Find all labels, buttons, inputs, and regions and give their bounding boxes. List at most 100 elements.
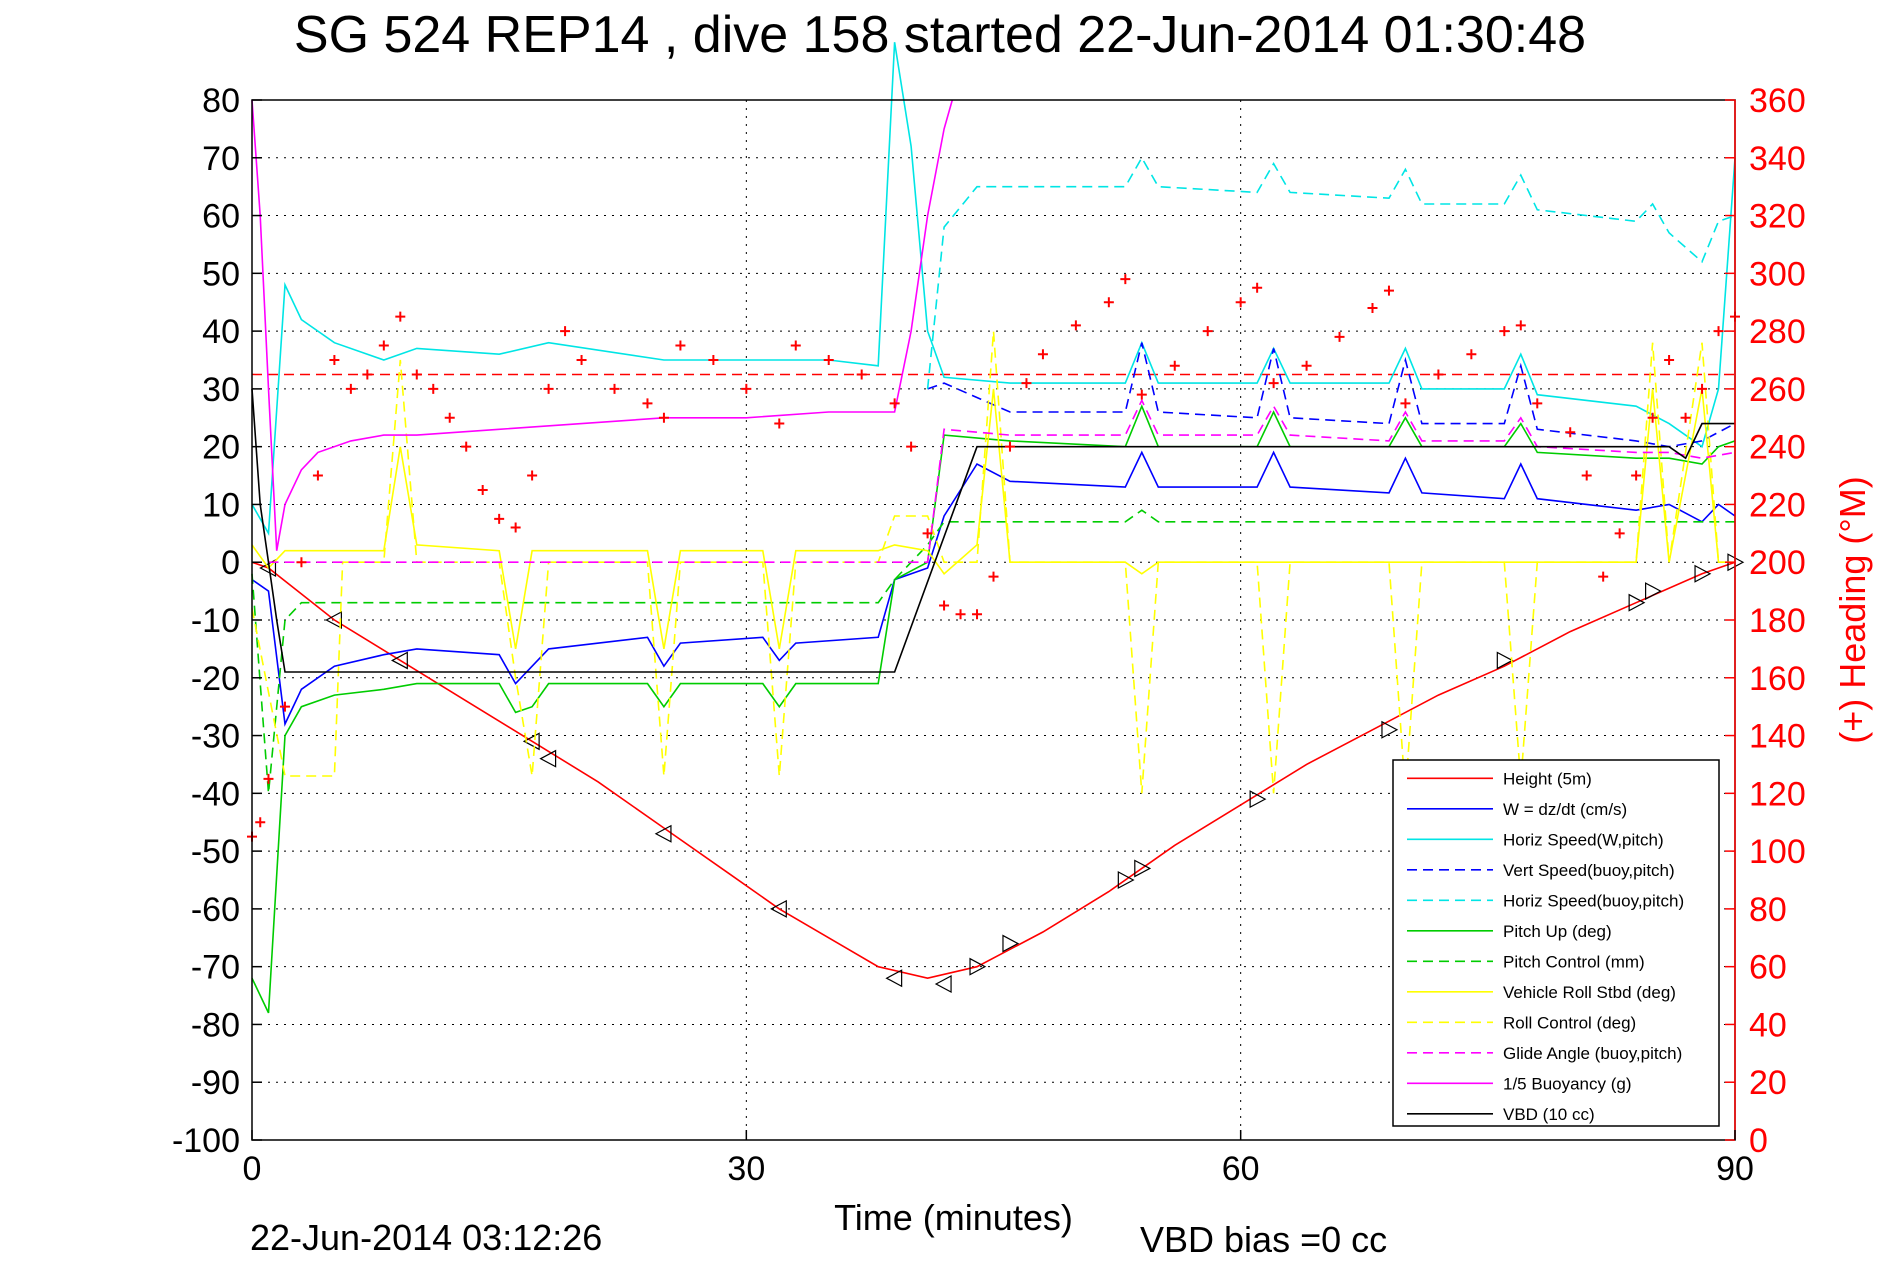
heading-marker (1433, 369, 1444, 380)
y-tick-label: 40 (202, 313, 240, 351)
y-right-tick-label: 160 (1749, 660, 1806, 698)
legend-entry: Horiz Speed(buoy,pitch) (1503, 891, 1684, 910)
series-line-11 (251, 388, 1735, 673)
heading-marker (543, 383, 554, 394)
heading-marker (428, 383, 439, 394)
legend-entry: Glide Angle (buoy,pitch) (1503, 1044, 1682, 1063)
heading-marker (1664, 355, 1675, 365)
y-tick-label: 10 (202, 486, 240, 524)
heading-marker (329, 355, 340, 365)
y-tick-label: -50 (191, 833, 240, 871)
heading-marker (1268, 378, 1279, 389)
heading-marker (1367, 303, 1378, 313)
heading-marker (1169, 360, 1180, 371)
heading-marker (477, 485, 488, 495)
height-marker (1117, 871, 1135, 889)
heading-marker (1581, 470, 1592, 481)
series-line-4 (926, 156, 1736, 389)
heading-marker (312, 470, 323, 481)
height-marker (969, 957, 987, 976)
heading-marker (1532, 398, 1543, 409)
heading-marker (362, 369, 373, 380)
height-marker (1381, 720, 1399, 739)
y-right-tick-label: 220 (1749, 486, 1806, 524)
heading-marker (790, 340, 801, 351)
heading-marker (1400, 398, 1411, 409)
series-line-3 (927, 342, 1736, 448)
height-marker (1694, 564, 1712, 583)
heading-marker (708, 355, 719, 365)
heading-marker (823, 355, 834, 365)
height-marker (934, 975, 952, 993)
heading-marker (1466, 349, 1477, 360)
heading-marker (527, 470, 538, 481)
y-tick-label: -10 (191, 602, 240, 640)
heading-marker (444, 412, 455, 423)
height-marker (1628, 593, 1646, 612)
heading-marker (263, 773, 274, 784)
y-right-tick-label: 20 (1749, 1064, 1787, 1102)
legend-entry: W = dz/dt (cm/s) (1503, 800, 1627, 819)
series-line-1 (251, 450, 1736, 727)
heading-marker (1037, 349, 1048, 360)
legend-entry: Roll Control (deg) (1503, 1013, 1636, 1032)
heading-marker (411, 369, 422, 380)
legend-entry: Vert Speed(buoy,pitch) (1503, 861, 1675, 880)
y-right-tick-label: 60 (1749, 949, 1787, 987)
y-right-tick-label: 240 (1749, 429, 1806, 467)
heading-marker (922, 528, 933, 539)
y-right-tick-label: 200 (1749, 544, 1806, 582)
legend-entry: Vehicle Roll Stbd (deg) (1503, 983, 1676, 1002)
heading-marker (345, 383, 356, 394)
heading-marker (1235, 297, 1246, 308)
y-right-tick-label: 360 (1749, 82, 1806, 120)
legend: Height (5m) W = dz/dt (cm/s) Horiz Speed(W… (1392, 759, 1720, 1127)
heading-marker (972, 609, 983, 620)
y-right-tick-label: 280 (1749, 313, 1806, 351)
height-marker (522, 732, 540, 751)
series-line-6 (251, 509, 1735, 794)
y-right-axis-label: (+) Heading (°M) (1832, 476, 1873, 743)
footer-timestamp: 22-Jun-2014 03:12:26 (250, 1217, 602, 1258)
y-tick-label: 20 (202, 429, 240, 467)
height-marker (325, 611, 342, 629)
legend-box (1392, 759, 1720, 1127)
x-tick-label: 30 (727, 1150, 765, 1188)
heading-marker (856, 369, 867, 380)
heading-marker (510, 522, 521, 533)
heading-marker (1120, 274, 1131, 285)
y-right-tick-label: 40 (1749, 1006, 1787, 1044)
heading-marker (1713, 326, 1724, 337)
y-tick-label: -100 (172, 1122, 240, 1160)
height-marker (539, 749, 557, 768)
heading-marker (1680, 412, 1691, 423)
heading-marker (1565, 427, 1576, 438)
y-right-tick-label: 340 (1749, 140, 1806, 178)
height-marker (1249, 790, 1267, 809)
series-line-0 (251, 561, 1736, 980)
series-line-2 (251, 42, 1736, 537)
legend-entry: Pitch Control (mm) (1503, 952, 1645, 971)
heading-marker (1515, 320, 1526, 331)
y-tick-label: 0 (221, 544, 240, 582)
heading-marker (1301, 360, 1312, 371)
y-right-tick-label: 300 (1749, 255, 1806, 293)
heading-marker (296, 557, 307, 568)
series-line-7 (251, 388, 1735, 650)
y-right-tick-label: 140 (1749, 718, 1806, 756)
y-tick-label: 70 (202, 140, 240, 178)
heading-marker (279, 701, 290, 712)
heading-marker (1004, 441, 1015, 452)
heading-marker (576, 355, 587, 365)
y-right-tick-label: 120 (1749, 775, 1806, 813)
y-tick-label: -30 (191, 718, 240, 756)
heading-marker (906, 441, 917, 452)
y-tick-label: 80 (202, 82, 240, 120)
legend-entry: Pitch Up (deg) (1503, 922, 1612, 941)
heading-marker (642, 398, 653, 409)
y-right-tick-label: 260 (1749, 371, 1806, 409)
y-tick-label: -90 (191, 1064, 240, 1102)
heading-marker (1252, 282, 1263, 293)
heading-marker (560, 326, 571, 337)
heading-marker (741, 383, 752, 394)
